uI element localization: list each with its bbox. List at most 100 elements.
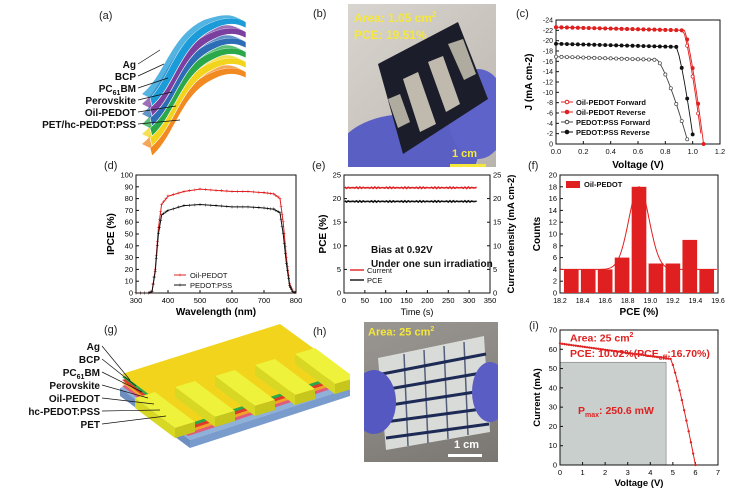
data-point: +: [262, 191, 266, 197]
x-axis-label: PCE (%): [620, 307, 659, 318]
x-tick-label: 1.2: [715, 147, 725, 156]
ag-electrode-side: [215, 411, 235, 427]
y-tick-label: 5: [337, 265, 341, 274]
y-tick-label: 50: [549, 364, 557, 373]
y-tick-label: 60: [549, 345, 557, 354]
data-point: [619, 56, 624, 61]
y-axis-label: PCE (%): [318, 215, 329, 254]
data-point: [641, 27, 646, 32]
x-tick-label: 0.0: [551, 147, 561, 156]
y-tick-label: -4: [547, 121, 553, 128]
panel-a: (a) Ag BCP PC61BM Perovskite Oil-PEDOT PET/hc…: [0, 0, 250, 160]
data-point: [628, 352, 632, 355]
leader-line: [137, 77, 169, 89]
data-point: +: [274, 193, 278, 199]
data-point: [576, 344, 580, 348]
panel-h: (h) Area: 25 cm2 1 cm: [312, 322, 512, 482]
data-point: [570, 25, 575, 30]
data-point: +: [188, 203, 192, 209]
panel-label: (d): [104, 160, 118, 172]
data-point: +: [286, 264, 290, 270]
series-line: [136, 203, 297, 294]
data-point: [583, 345, 587, 349]
data-point: [625, 43, 630, 48]
data-point: [565, 343, 568, 346]
data-point: +: [147, 291, 151, 297]
ag-electrode-top: [255, 359, 315, 395]
data-point: [559, 25, 564, 30]
data-point: [590, 346, 593, 350]
data-point: [558, 342, 562, 345]
layer-label: Perovskite: [49, 381, 100, 392]
data-point: [603, 26, 608, 31]
data-point: +: [166, 194, 170, 200]
layer-label: Perovskite: [85, 96, 136, 107]
layer-label: PC61BM: [63, 368, 100, 381]
y-tick-label: 25: [333, 171, 341, 180]
data-point: [597, 347, 600, 351]
y-tick-label: 20: [333, 194, 341, 203]
module-photo: Area: 25 cm2 1 cm: [364, 322, 498, 462]
x-tick-label: 0.6: [633, 147, 643, 156]
data-point: [592, 26, 597, 31]
data-point: [586, 42, 591, 47]
x-tick-label: 19.6: [711, 298, 725, 305]
data-point: [575, 42, 580, 47]
panel-label: (i): [529, 320, 539, 332]
data-point: [663, 27, 668, 32]
x-tick-label: 100: [379, 296, 392, 305]
leader-line: [101, 358, 137, 387]
data-point: [592, 347, 596, 350]
pmax-area: [559, 361, 667, 466]
data-point: [581, 55, 586, 60]
data-point: +: [150, 290, 154, 296]
data-point: +: [280, 225, 284, 231]
data-point: [696, 101, 701, 106]
layer-label: BCP: [115, 72, 136, 83]
data-point: +: [225, 204, 229, 210]
data-point: [572, 344, 575, 347]
y-tick-label: 0: [553, 289, 557, 298]
data-point: +: [160, 213, 164, 219]
data-point: [667, 357, 670, 360]
data-point: +: [283, 242, 287, 248]
histogram-bar: [614, 257, 630, 293]
legend-marker: [564, 99, 570, 105]
layer-label: Ag: [87, 342, 100, 353]
data-point: [614, 43, 619, 48]
bias-note: Bias at 0.92V: [371, 245, 433, 256]
data-point: [668, 86, 673, 91]
data-point: +: [281, 232, 285, 238]
legend-marker: +: [178, 283, 182, 289]
y-tick-label: 100: [120, 171, 133, 180]
y-tick-label: 0: [553, 461, 557, 470]
data-point: +: [177, 205, 181, 211]
data-point: +: [204, 203, 208, 209]
x-tick-label: 50: [361, 296, 369, 305]
data-point: +: [193, 188, 197, 194]
data-point: [679, 28, 684, 33]
data-point: +: [266, 191, 270, 197]
ag-electrode-side: [295, 389, 315, 405]
y2-axis-label: Current density (mA cm-2): [506, 175, 517, 294]
data-point: [691, 452, 695, 455]
data-point: [561, 342, 564, 346]
legend-label: Oil-PEDOT Reverse: [576, 108, 646, 117]
data-point: +: [134, 291, 138, 297]
x-tick-label: 300: [130, 296, 143, 305]
y-tick-label: 18: [549, 182, 557, 191]
data-point: +: [283, 232, 287, 238]
scale-bar: [450, 164, 486, 167]
data-point: +: [157, 226, 161, 232]
data-point: [663, 44, 668, 49]
data-point: [690, 66, 695, 71]
data-point: [685, 37, 690, 42]
ag-electrode-top: [175, 381, 235, 417]
data-point: +: [252, 205, 256, 211]
data-point: [669, 357, 672, 361]
data-point: [574, 344, 577, 347]
pet-front: [190, 388, 350, 448]
x-tick-label: 6: [693, 468, 697, 477]
data-point: +: [293, 291, 297, 297]
data-point: [671, 363, 675, 367]
